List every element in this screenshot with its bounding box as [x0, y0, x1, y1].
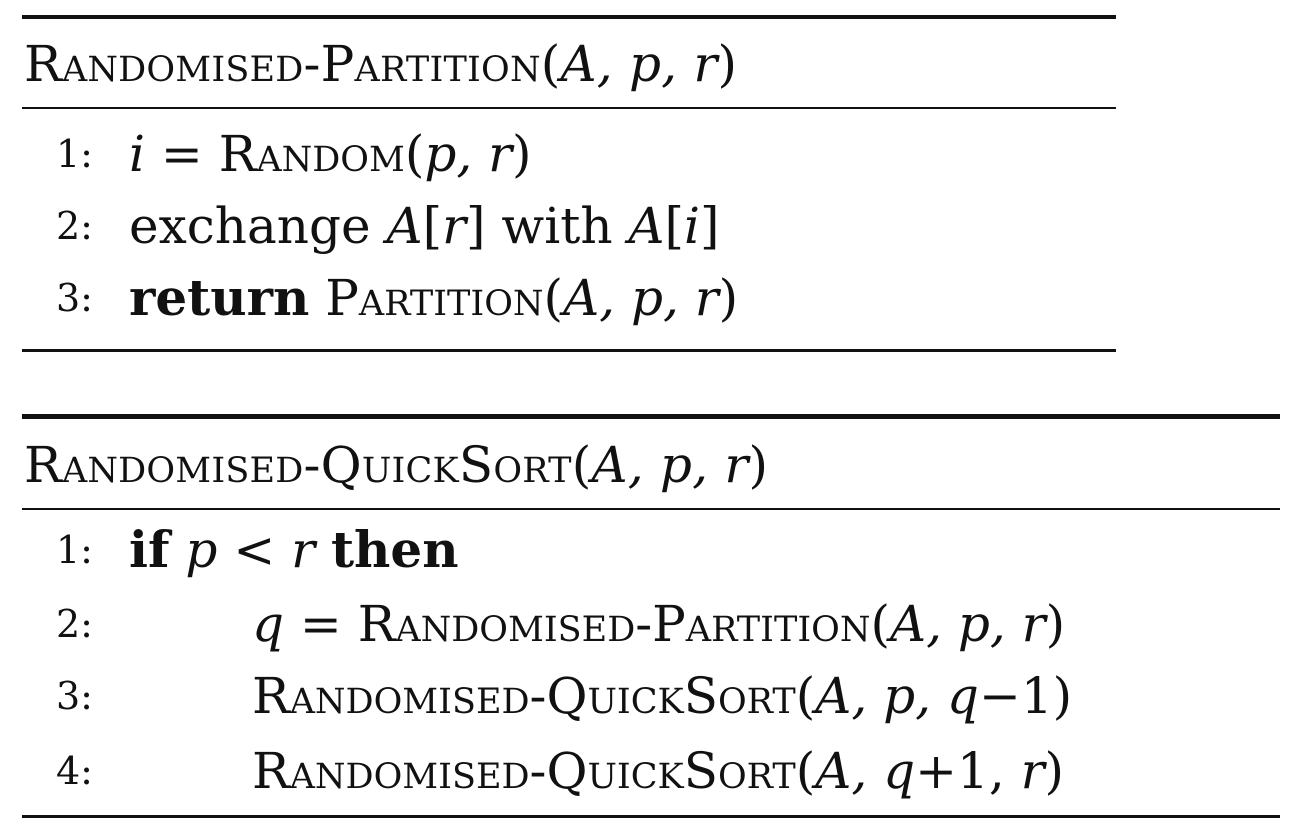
variable-r: r [291, 521, 316, 579]
close-paren: ) [512, 125, 532, 183]
title-open-paren-2: ( [571, 436, 592, 494]
close-paren: ) [1044, 742, 1065, 800]
array-a: A [628, 197, 665, 255]
space [315, 521, 331, 579]
open-bracket: [ [422, 197, 443, 255]
index-r: r [442, 197, 467, 255]
function-partition: Partition [325, 269, 544, 327]
title-name-2: Randomised-QuickSort [24, 436, 572, 494]
line-number: 1: [56, 528, 93, 572]
open-bracket: [ [664, 197, 685, 255]
keyword-then: then [330, 520, 459, 579]
line-number: 2: [56, 204, 93, 248]
function-randomised-quicksort: Randomised-QuickSort [252, 667, 796, 725]
line-code: Randomised-QuickSort(A, p, q−1) [252, 660, 1072, 732]
algorithm-title-1: Randomised-Partition(A, p, r) [24, 28, 737, 100]
title-args-2: A, p, r [591, 436, 749, 494]
line-number: 4: [56, 749, 93, 793]
title-rule-1 [22, 107, 1116, 109]
line-code: q = Randomised-Partition(A, p, r) [252, 588, 1065, 660]
bottom-rule-2 [22, 815, 1280, 818]
minus-one: −1 [978, 667, 1053, 725]
equals-symbol: = [284, 595, 358, 653]
arguments: A, p, q [815, 667, 979, 725]
line-number: 2: [56, 602, 93, 646]
variable-r: r [1020, 742, 1045, 800]
equals-symbol: = [145, 125, 219, 183]
title-name-1: Randomised-Partition [24, 35, 541, 93]
line-number: 1: [56, 132, 93, 176]
variable-q: q [252, 595, 285, 653]
space [170, 521, 186, 579]
index-i: i [684, 197, 701, 255]
top-rule-1 [22, 15, 1116, 19]
top-rule-2 [22, 414, 1280, 419]
close-bracket: ] [700, 197, 720, 255]
keyword-if: if [129, 520, 170, 579]
with-text: ] with [466, 197, 629, 255]
line-number: 3: [56, 276, 93, 320]
open-paren: ( [795, 667, 816, 725]
less-than-symbol: < [217, 521, 292, 579]
close-paren: ) [1045, 595, 1066, 653]
open-paren: ( [870, 595, 890, 653]
line-code: exchange A[r] with A[i] [129, 190, 720, 262]
arguments: A, p, r [563, 269, 719, 327]
function-randomised-quicksort: Randomised-QuickSort [252, 742, 796, 800]
variable-p: p [185, 521, 218, 579]
variable-i: i [129, 125, 145, 183]
line-code: i = Random(p, r) [129, 118, 532, 190]
title-close-paren-2: ) [748, 436, 769, 494]
exchange-text: exchange [129, 197, 387, 255]
open-paren: ( [404, 125, 425, 183]
title-rule-2 [22, 508, 1280, 510]
title-open-paren-1: ( [540, 35, 561, 93]
arguments: p, r [424, 125, 513, 183]
keyword-return: return [129, 268, 310, 327]
line-code: Randomised-QuickSort(A, q+1, r) [252, 735, 1064, 807]
line-code: if p < r then [129, 514, 459, 586]
line-number: 3: [56, 674, 93, 718]
title-close-paren-1: ) [717, 35, 738, 93]
algorithm-title-2: Randomised-QuickSort(A, p, r) [24, 429, 768, 501]
close-paren: ) [718, 269, 739, 327]
bottom-rule-1 [22, 349, 1116, 352]
arguments: A, p, r [889, 595, 1046, 653]
array-a: A [386, 197, 423, 255]
arguments: A, q [815, 742, 916, 800]
open-paren: ( [795, 742, 816, 800]
plus-one: +1, [915, 742, 1021, 800]
line-code: return Partition(A, p, r) [129, 262, 738, 334]
function-random: Random [218, 125, 405, 183]
function-randomised-partition: Randomised-Partition [357, 595, 871, 653]
spacing [309, 269, 325, 327]
open-paren: ( [543, 269, 564, 327]
title-args-1: A, p, r [560, 35, 718, 93]
close-paren: ) [1052, 667, 1073, 725]
